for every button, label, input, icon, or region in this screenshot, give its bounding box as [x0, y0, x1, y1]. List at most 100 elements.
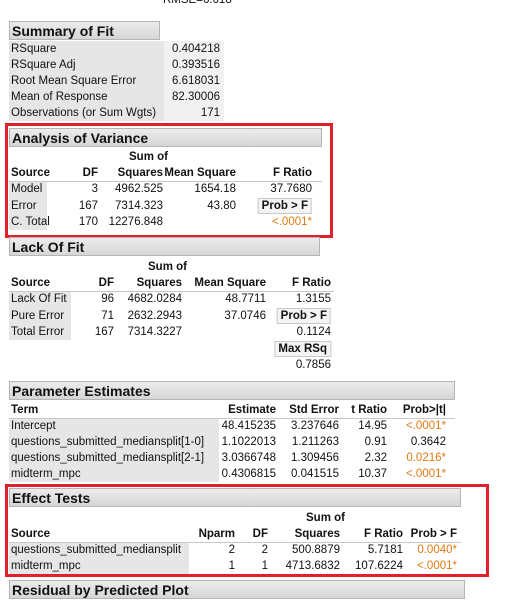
cell-value: 167	[94, 326, 114, 338]
column-shade	[9, 291, 71, 340]
cell-value: 0.041515	[291, 468, 339, 480]
cell-value: Max RSq	[274, 340, 331, 357]
column-header: DF	[252, 528, 268, 540]
row-label: questions_submitted_mediansplit	[11, 544, 182, 556]
cell-value: 1.3155	[295, 293, 331, 305]
column-shade	[9, 181, 47, 230]
cell-value: 5.7181	[367, 544, 403, 556]
cell-value: <.0001*	[406, 420, 446, 432]
column-header: DF	[82, 167, 98, 179]
cell-value: 0.0216*	[406, 452, 446, 464]
cell-value: 0.91	[364, 436, 387, 448]
column-header: Term	[11, 404, 39, 416]
header-rule	[9, 291, 334, 292]
section-title: Analysis of Variance	[12, 130, 149, 146]
cell-value: Prob > F	[276, 307, 331, 324]
cell-value: 4962.525	[115, 183, 163, 195]
cell-value: 0.1124	[296, 326, 331, 338]
cell-value: 2632.2943	[127, 309, 182, 322]
column-header: Prob>|t|	[402, 404, 446, 416]
column-header: Prob > F	[410, 528, 457, 540]
cell-value: 107.6224	[355, 560, 403, 572]
column-header: Estimate	[228, 404, 276, 416]
cell-value: 1.309456	[291, 452, 339, 464]
cell-value: 1	[228, 560, 235, 572]
section-title: Lack Of Fit	[12, 239, 85, 255]
column-header: Sum of	[148, 261, 187, 273]
column-header: Sum of	[129, 151, 168, 163]
section-header: Lack Of Fit	[9, 237, 320, 256]
column-header: F Ratio	[273, 167, 312, 179]
column-header: DF	[98, 277, 114, 289]
cell-value: 4682.0284	[127, 293, 182, 305]
cell-value: 7314.323	[115, 199, 163, 212]
cell-value: 71	[101, 309, 114, 322]
column-header: Mean Square	[164, 167, 236, 179]
cell-value: 14.95	[358, 420, 387, 432]
section-title: Summary of Fit	[12, 23, 114, 39]
column-header: Mean Square	[194, 277, 266, 289]
cell-value: 2	[261, 544, 268, 556]
row-label: midterm_mpc	[11, 468, 81, 480]
cell-value: 96	[101, 293, 114, 305]
row-label: Total Error	[11, 326, 65, 338]
column-shade	[164, 41, 224, 121]
row-label: C. Total	[11, 216, 50, 228]
cell-value: 170	[78, 216, 98, 228]
column-header: Squares	[294, 528, 340, 540]
header-rule	[9, 542, 461, 543]
row-label: Pure Error	[11, 309, 65, 322]
cell-value: 1.211263	[291, 436, 339, 448]
cell-value: 0.3642	[410, 436, 446, 448]
cell-value: 37.7680	[270, 183, 312, 195]
cell-value: <.0001*	[272, 216, 312, 228]
column-header: Squares	[136, 277, 182, 289]
section-title: Effect Tests	[12, 490, 91, 506]
cell-value: 4713.6832	[285, 560, 340, 572]
row-label: Model	[11, 183, 43, 195]
section-header: Parameter Estimates	[9, 381, 455, 400]
column-header: Source	[11, 167, 50, 179]
row-label: Intercept	[11, 420, 56, 432]
column-header: Squares	[117, 167, 163, 179]
cell-value: 3.237646	[291, 420, 339, 432]
column-header: Source	[11, 277, 50, 289]
cell-value: 7314.3227	[127, 326, 182, 338]
column-header: Source	[11, 528, 50, 540]
row-label: Mean of Response	[11, 91, 108, 103]
row-label: RSquare	[11, 43, 57, 55]
cell-value: 0.393516	[172, 59, 220, 71]
row-label: RSquare Adj	[11, 59, 76, 71]
cell-value: 37.0746	[224, 309, 266, 322]
cell-value: 43.80	[207, 199, 236, 212]
cell-value: 3	[91, 183, 98, 195]
row-label: Observations (or Sum Wgts)	[11, 107, 157, 119]
rmse-text: RMSE=6.618	[163, 0, 232, 6]
column-shade	[9, 41, 164, 121]
row-label: Error	[11, 199, 37, 212]
row-label: questions_submitted_mediansplit[1-0]	[11, 436, 205, 448]
section-header: Analysis of Variance	[9, 128, 322, 147]
cell-value: Prob > F	[257, 197, 312, 214]
cell-value: 3.0366748	[221, 452, 276, 464]
section-title: Residual by Predicted Plot	[12, 582, 189, 598]
column-header: Nparm	[198, 528, 235, 540]
cell-value: 1	[261, 560, 268, 572]
cell-value: 82.30006	[172, 91, 220, 103]
header-rule	[9, 181, 322, 182]
cell-value: 1.1022013	[221, 436, 276, 448]
column-header: Std Error	[289, 404, 339, 416]
section-title: Parameter Estimates	[12, 383, 151, 399]
section-header: Residual by Predicted Plot	[9, 580, 465, 599]
column-shade	[9, 418, 219, 482]
cell-value: <.0001*	[406, 468, 446, 480]
cell-value: 500.8879	[292, 544, 340, 556]
cell-value: 1654.18	[194, 183, 236, 195]
row-label: midterm_mpc	[11, 560, 81, 572]
header-rule	[9, 418, 455, 419]
row-label: questions_submitted_mediansplit[2-1]	[11, 452, 205, 464]
column-shade	[9, 542, 189, 575]
cell-value: <.0001*	[417, 560, 457, 572]
section-header: Effect Tests	[9, 488, 461, 507]
